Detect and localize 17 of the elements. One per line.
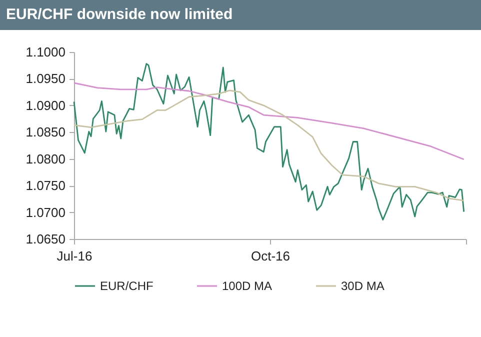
legend-label: EUR/CHF [100,279,154,293]
y-tick-label: 1.0850 [26,124,66,140]
line-series [73,63,465,220]
chart-title: EUR/CHF downside now limited [0,0,481,30]
y-tick-label: 1.0950 [26,71,66,86]
y-tick-label: 1.0650 [26,232,66,246]
line-series [73,90,465,202]
legend-label: 100D MA [222,279,272,293]
line-series [73,82,465,160]
y-tick-label: 1.0900 [26,98,66,113]
y-tick-label: 1.1000 [26,44,66,60]
x-tick-label: Oct-16 [250,248,290,264]
y-tick-label: 1.0750 [26,178,66,194]
x-tick-label: Jul-16 [56,248,92,264]
y-tick-label: 1.0700 [26,204,66,220]
y-tick-label: 1.0800 [26,151,66,166]
legend-label: 30D MA [341,279,384,293]
